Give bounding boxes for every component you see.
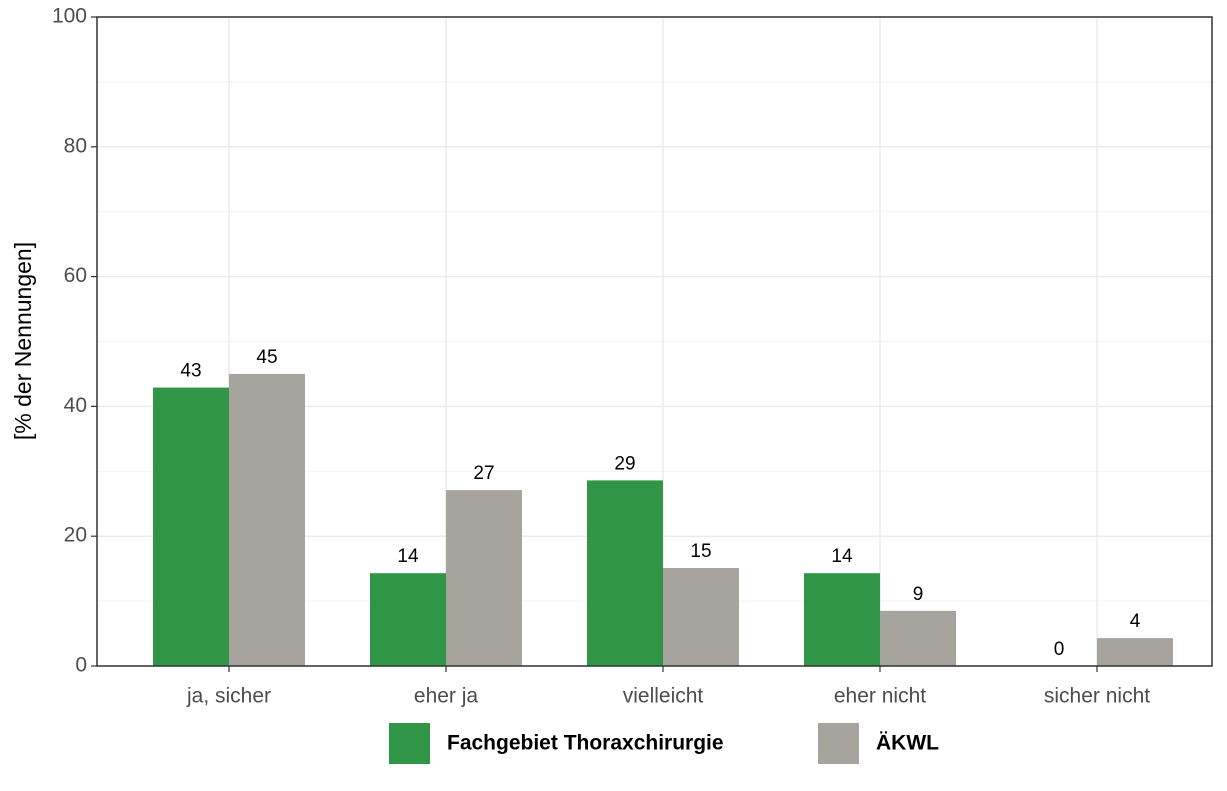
y-tick-label: 40 [64, 394, 87, 417]
x-tick-label: ja, sicher [186, 685, 271, 708]
panel-border [96, 16, 1213, 667]
value-label: 45 [256, 347, 277, 368]
x-tick-label: eher nicht [834, 685, 926, 708]
value-label: 14 [831, 546, 853, 567]
legend-label: Fachgebiet Thoraxchirurgie [447, 732, 724, 755]
value-label: 14 [397, 546, 419, 567]
legend-label: ÄKWL [876, 732, 939, 755]
y-tick-label: 0 [75, 654, 87, 677]
bar [1097, 638, 1173, 666]
bar [370, 573, 446, 666]
bar [153, 387, 229, 666]
value-label: 0 [1054, 639, 1065, 660]
y-tick-label: 80 [64, 134, 87, 157]
bar [804, 573, 880, 666]
value-label: 15 [690, 541, 711, 562]
value-label: 43 [180, 361, 201, 382]
y-tick-label: 60 [64, 264, 87, 287]
x-tick-label: sicher nicht [1044, 685, 1150, 708]
value-label: 9 [913, 584, 924, 605]
y-axis-label: [% der Nennungen] [10, 242, 36, 440]
x-tick-label: eher ja [414, 685, 479, 708]
bar [587, 480, 663, 666]
y-tick-label: 20 [64, 524, 87, 547]
bar [229, 373, 305, 666]
value-label: 27 [473, 463, 494, 484]
value-label: 4 [1130, 611, 1141, 632]
legend-swatch [818, 723, 859, 764]
y-tick-label: 100 [52, 5, 87, 28]
bar [446, 490, 522, 666]
legend-swatch [389, 723, 430, 764]
bar [880, 610, 956, 666]
bar [663, 568, 739, 666]
x-tick-label: vielleicht [623, 685, 704, 708]
value-label: 29 [614, 453, 635, 474]
